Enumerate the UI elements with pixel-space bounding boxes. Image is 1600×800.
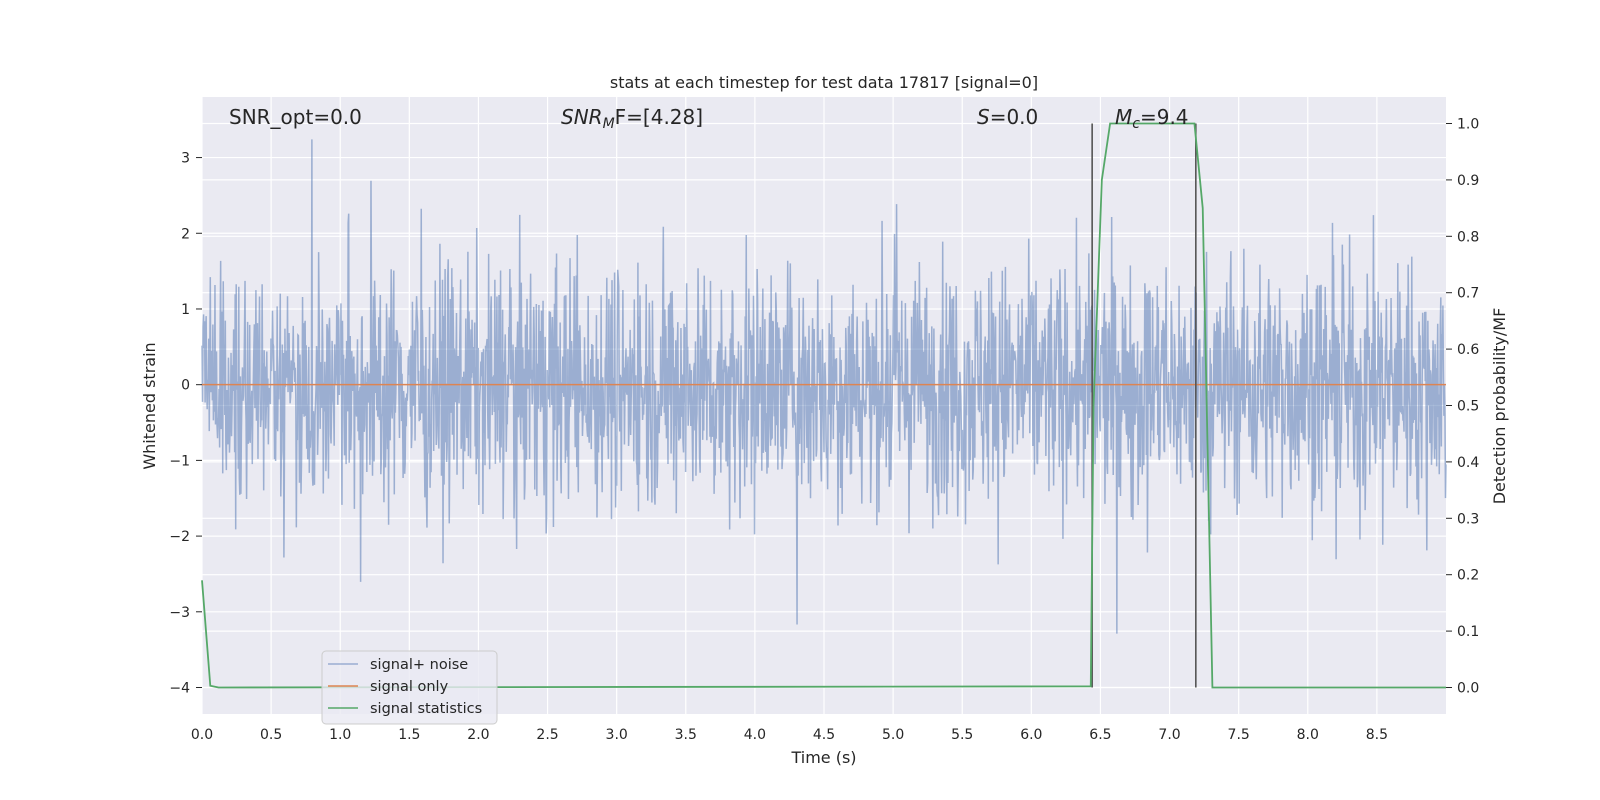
series-signal-statistics bbox=[201, 122, 1446, 689]
x-tick-label: 6.5 bbox=[1089, 727, 1111, 743]
y-right-tick-label: 0.2 bbox=[1457, 568, 1479, 584]
y-left-tick-label: −4 bbox=[169, 681, 190, 697]
y-right-tick-label: 0.4 bbox=[1457, 455, 1479, 471]
y-right-tick-label: 0.5 bbox=[1457, 399, 1479, 415]
x-tick-label: 7.0 bbox=[1158, 727, 1180, 743]
x-tick-label: 8.0 bbox=[1297, 727, 1319, 743]
y-left-tick-label: 1 bbox=[181, 302, 190, 318]
x-tick-label: 7.5 bbox=[1228, 727, 1250, 743]
legend-label-signal-plus-noise: signal+ noise bbox=[370, 657, 468, 673]
x-tick-label: 2.0 bbox=[467, 727, 489, 743]
y-left-tick-label: −3 bbox=[169, 605, 190, 621]
annotation-s: S=0.0 bbox=[977, 105, 1038, 129]
signal-statistics-line bbox=[201, 122, 1446, 689]
y-right-tick-label: 0.8 bbox=[1457, 229, 1479, 245]
x-tick-label: 4.0 bbox=[744, 727, 766, 743]
x-axis-label: Time (s) bbox=[790, 748, 856, 767]
legend: signal+ noise signal only signal statist… bbox=[321, 650, 498, 725]
x-tick-label: 5.0 bbox=[882, 727, 904, 743]
y-right-tick-label: 0.1 bbox=[1457, 624, 1479, 640]
x-tick-label: 8.5 bbox=[1366, 727, 1388, 743]
annotation-snr-opt: SNR_opt=0.0 bbox=[229, 105, 362, 129]
y-axis-right-ticks: 1.0 0.9 0.8 0.7 0.6 0.5 0.4 0.3 0.2 0.1 0.0 bbox=[1446, 117, 1479, 696]
y-left-tick-label: 0 bbox=[181, 378, 190, 394]
y-right-tick-label: 0.7 bbox=[1457, 286, 1479, 302]
x-tick-label: 3.0 bbox=[606, 727, 628, 743]
y-left-tick-label: 2 bbox=[181, 226, 190, 242]
y-axis-left-label: Whitened strain bbox=[140, 342, 159, 469]
x-tick-label: 6.0 bbox=[1020, 727, 1042, 743]
x-tick-label: 0.5 bbox=[260, 727, 282, 743]
y-left-tick-label: 3 bbox=[181, 151, 190, 167]
y-right-tick-label: 1.0 bbox=[1457, 117, 1479, 133]
y-right-tick-label: 0.9 bbox=[1457, 173, 1479, 189]
legend-label-signal-only: signal only bbox=[370, 679, 449, 695]
x-tick-label: 0.0 bbox=[191, 727, 213, 743]
x-tick-label: 2.5 bbox=[536, 727, 558, 743]
x-axis-ticks: 0.0 0.5 1.0 1.5 2.0 2.5 3.0 3.5 4.0 4.5 5.0 5.5 6.0 6… bbox=[191, 727, 1388, 743]
legend-label-signal-statistics: signal statistics bbox=[370, 701, 482, 717]
y-right-tick-label: 0.6 bbox=[1457, 342, 1479, 358]
x-tick-label: 4.5 bbox=[813, 727, 835, 743]
x-tick-label: 1.5 bbox=[398, 727, 420, 743]
legend-box bbox=[321, 650, 498, 725]
y-axis-right-label: Detection probability/MF bbox=[1490, 308, 1509, 505]
x-tick-label: 1.0 bbox=[329, 727, 351, 743]
noise-line bbox=[201, 139, 1447, 634]
annotation-mc: Mc=9.4 bbox=[1115, 105, 1189, 132]
annotation-snr-mf: SNRMF=[4.28] bbox=[561, 105, 703, 132]
x-tick-label: 5.5 bbox=[951, 727, 973, 743]
y-right-tick-label: 0.3 bbox=[1457, 511, 1479, 527]
y-left-tick-label: −1 bbox=[169, 453, 190, 469]
x-tick-label: 3.5 bbox=[675, 727, 697, 743]
y-axis-left-ticks: 3 2 1 0 −1 −2 −3 −4 bbox=[169, 151, 202, 697]
y-right-tick-label: 0.0 bbox=[1457, 680, 1479, 696]
chart-title: stats at each timestep for test data 178… bbox=[610, 73, 1038, 92]
series-signal-plus-noise bbox=[201, 139, 1447, 634]
y-left-tick-label: −2 bbox=[169, 529, 190, 545]
